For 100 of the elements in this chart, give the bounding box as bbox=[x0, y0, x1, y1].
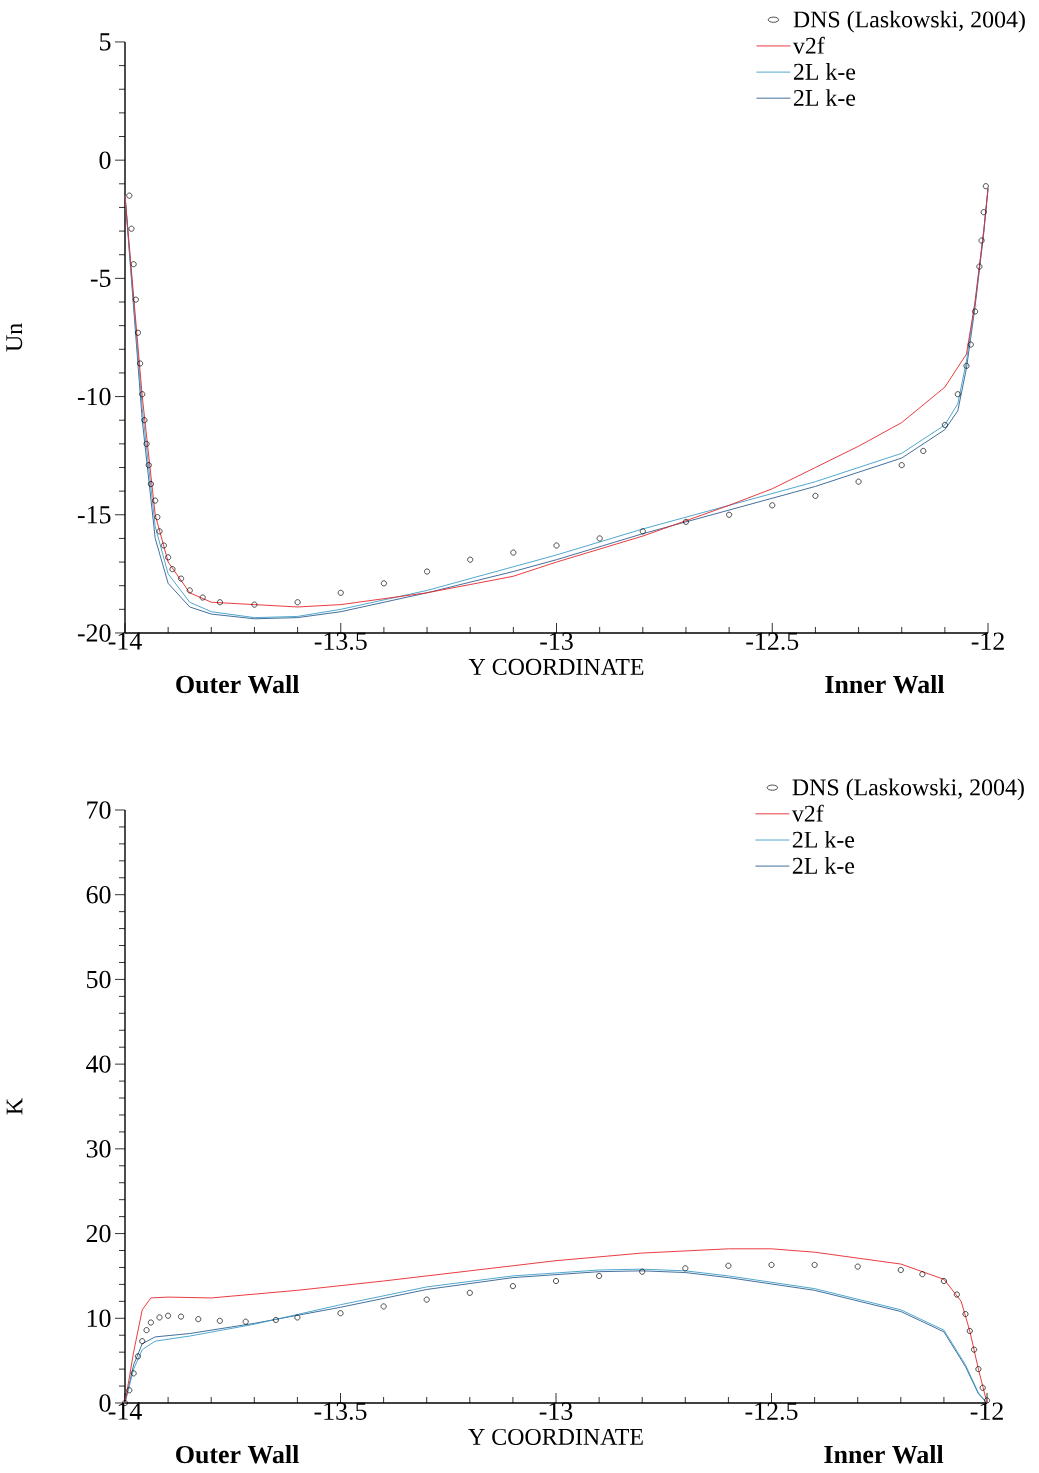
x-tick-label: -12 bbox=[971, 632, 1004, 650]
point bbox=[272, 1317, 279, 1323]
y-axis-title: K bbox=[6, 1098, 23, 1115]
point bbox=[639, 528, 646, 535]
legend-label: 2L k-e bbox=[792, 857, 855, 874]
legend-label: v2f bbox=[792, 36, 825, 54]
point bbox=[130, 261, 137, 268]
point bbox=[768, 1261, 775, 1268]
point bbox=[982, 183, 989, 190]
x-axis-title: Y COORDINATE bbox=[468, 1428, 643, 1445]
point bbox=[337, 1310, 344, 1317]
point bbox=[963, 362, 970, 369]
point bbox=[195, 1316, 202, 1323]
y-tick-label: 70 bbox=[87, 801, 111, 819]
point bbox=[975, 1366, 982, 1373]
point bbox=[251, 601, 258, 608]
point bbox=[971, 1346, 978, 1353]
point bbox=[156, 1314, 163, 1321]
point bbox=[978, 237, 985, 244]
point bbox=[898, 462, 905, 469]
point bbox=[141, 417, 148, 424]
y-tick-label: -5 bbox=[90, 269, 111, 287]
text: Outer Wall bbox=[176, 1445, 299, 1464]
point bbox=[967, 341, 974, 348]
point bbox=[139, 391, 146, 398]
point bbox=[169, 566, 176, 573]
point bbox=[639, 1268, 646, 1275]
point bbox=[467, 556, 474, 563]
legend-label: 2L k-e bbox=[793, 63, 856, 80]
x-tick-label: -13.5 bbox=[314, 1402, 367, 1421]
point bbox=[976, 263, 983, 270]
point bbox=[126, 192, 133, 199]
legend-label: v2f bbox=[791, 804, 824, 822]
point bbox=[216, 599, 223, 606]
point bbox=[510, 549, 517, 556]
point bbox=[154, 514, 161, 521]
point bbox=[147, 481, 154, 487]
point bbox=[380, 1303, 387, 1310]
point bbox=[134, 1353, 141, 1360]
point bbox=[920, 448, 927, 454]
point bbox=[854, 1263, 861, 1270]
point bbox=[424, 568, 431, 575]
y-tick-label: 5 bbox=[100, 33, 111, 51]
text: Inner Wall bbox=[825, 674, 945, 694]
x-tick-label: -12.5 bbox=[745, 1402, 798, 1421]
point bbox=[979, 1384, 986, 1391]
point bbox=[216, 1317, 223, 1324]
point bbox=[380, 580, 387, 587]
point bbox=[242, 1318, 249, 1325]
x-tick-label: -13 bbox=[540, 632, 573, 650]
point bbox=[145, 462, 152, 469]
x-axis-title: Y COORDINATE bbox=[468, 658, 644, 675]
point bbox=[466, 1289, 473, 1296]
point bbox=[132, 296, 139, 303]
text: Inner Wall bbox=[824, 1445, 944, 1464]
point bbox=[165, 1312, 172, 1319]
point bbox=[553, 1278, 559, 1284]
point bbox=[682, 1265, 689, 1272]
point bbox=[128, 225, 135, 232]
point bbox=[683, 518, 689, 525]
point bbox=[725, 1262, 732, 1269]
point bbox=[160, 542, 167, 549]
point bbox=[726, 511, 733, 518]
y-tick-label: 40 bbox=[86, 1055, 111, 1073]
text: Outer Wall bbox=[176, 674, 299, 694]
point bbox=[147, 1319, 154, 1326]
point bbox=[953, 1291, 960, 1298]
point bbox=[165, 554, 172, 561]
point bbox=[596, 1272, 603, 1279]
x-tick-label: -13 bbox=[539, 1402, 573, 1420]
legend-label: DNS (Laskowski, 2004) bbox=[792, 778, 1024, 801]
legend-label: 2L k-e bbox=[792, 830, 855, 848]
y-tick-label: 30 bbox=[86, 1140, 111, 1158]
y-tick-label: -15 bbox=[77, 506, 111, 524]
point bbox=[178, 575, 185, 582]
point bbox=[143, 440, 150, 447]
point bbox=[156, 528, 163, 535]
y-tick-label: 0 bbox=[99, 151, 111, 169]
point bbox=[940, 1278, 947, 1284]
legend-label: DNS (Laskowski, 2004) bbox=[793, 10, 1025, 33]
point bbox=[972, 308, 979, 315]
point bbox=[199, 594, 206, 601]
point bbox=[919, 1271, 926, 1278]
y-tick-label: 20 bbox=[86, 1224, 111, 1243]
point bbox=[962, 1311, 969, 1317]
point bbox=[980, 209, 987, 216]
y-tick-label: -10 bbox=[77, 387, 111, 406]
y-tick-label: 50 bbox=[87, 970, 111, 989]
point bbox=[423, 1296, 430, 1303]
point bbox=[897, 1267, 904, 1273]
x-tick-label: -12.5 bbox=[746, 632, 799, 651]
point bbox=[855, 478, 862, 485]
point bbox=[178, 1313, 184, 1320]
point bbox=[553, 542, 560, 549]
point bbox=[126, 1387, 133, 1394]
point bbox=[186, 587, 193, 594]
point bbox=[139, 1338, 146, 1345]
point bbox=[596, 535, 603, 542]
point bbox=[509, 1283, 516, 1290]
point bbox=[812, 492, 819, 499]
